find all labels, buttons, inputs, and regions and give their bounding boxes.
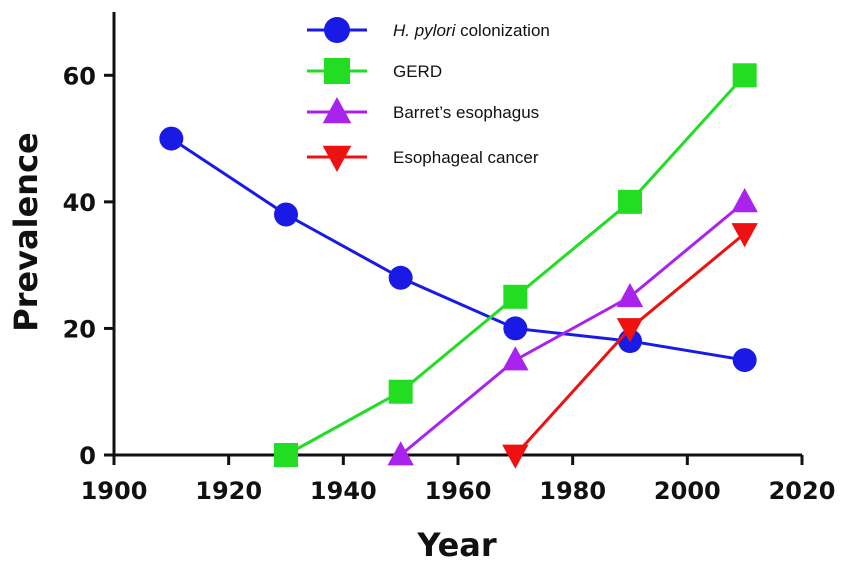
data-point (732, 348, 757, 373)
data-point (732, 63, 757, 88)
data-point (503, 316, 528, 341)
legend-item: Barret’s esophagus (307, 97, 539, 124)
legend-item: H. pylori colonization (307, 17, 550, 43)
data-point (502, 346, 529, 371)
axes: 1900 1920 1940 1960 1980 2000 2020 0 20 40 60 (63, 12, 836, 505)
data-point (616, 318, 644, 343)
legend-marker (322, 97, 352, 124)
legend-item: Esophageal cancer (307, 145, 539, 172)
legend-marker (322, 145, 352, 172)
legend-item: GERD (307, 58, 442, 84)
series-1 (274, 63, 757, 467)
data-point (731, 188, 758, 213)
x-tick-label: 2020 (769, 477, 836, 505)
data-point (731, 223, 758, 248)
data-point (388, 265, 413, 290)
y-tick-label: 20 (63, 315, 96, 343)
legend-label: GERD (393, 62, 442, 81)
x-tick-label: 1920 (195, 477, 262, 505)
x-tick-label: 1960 (425, 477, 492, 505)
legend: H. pylori colonization GERD Barret’s esoph… (307, 17, 550, 172)
x-tick-label: 1940 (310, 477, 377, 505)
data-point (387, 441, 414, 466)
plot-area (159, 63, 758, 469)
data-point (388, 379, 413, 404)
legend-label: Esophageal cancer (393, 148, 539, 167)
legend-label: Barret’s esophagus (393, 103, 539, 122)
data-point (503, 284, 528, 309)
legend-label: H. pylori colonization (393, 21, 550, 40)
x-tick-label: 1900 (81, 477, 148, 505)
y-axis-title: Prevalence (7, 132, 45, 332)
x-tick-label: 1980 (539, 477, 606, 505)
x-axis-title: Year (416, 526, 497, 563)
data-point (159, 126, 184, 151)
series-2 (387, 188, 758, 466)
y-tick-label: 0 (79, 442, 96, 470)
y-tick-label: 40 (63, 189, 96, 217)
data-point (502, 444, 529, 469)
series-3 (502, 223, 758, 469)
series-line (399, 200, 746, 457)
data-point (616, 282, 644, 308)
series-line (285, 74, 746, 457)
data-point (274, 202, 298, 227)
x-tick-label: 2000 (654, 477, 721, 505)
legend-marker (324, 17, 350, 43)
series-line (170, 137, 745, 362)
legend-marker (324, 58, 350, 84)
data-point (618, 189, 642, 214)
series-0 (159, 126, 757, 373)
y-tick-label: 60 (63, 62, 96, 90)
data-point (274, 443, 298, 467)
